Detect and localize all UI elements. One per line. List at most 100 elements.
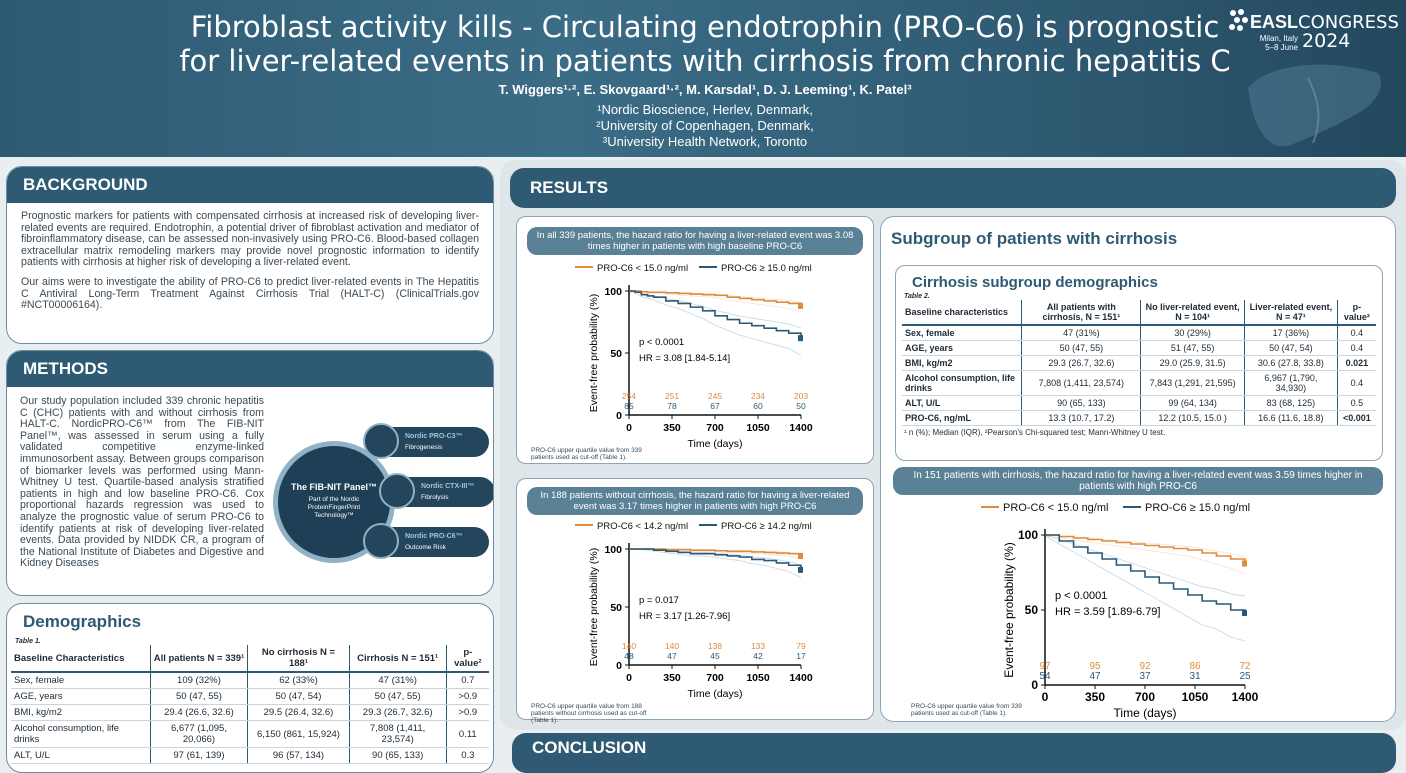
risk-count-high: 45 [710,651,720,661]
risk-count-low: 140 [622,641,636,651]
risk-count-high: 54 [1039,671,1051,682]
legend-label: PRO-C6 < 15.0 ng/ml [1003,502,1108,514]
legend-label: PRO-C6 < 14.2 ng/ml [597,521,688,532]
x-tick-label: 1050 [746,422,770,434]
table-cell: 0.4 [1336,325,1376,341]
table-header-cell: p-value² [1336,300,1376,326]
table-header-cell: All patients with cirrhosis, N = 151¹ [1021,300,1141,326]
km-all-card: In all 339 patients, the hazard ratio fo… [516,216,874,464]
fibrolysis-icon [379,473,415,509]
table-cell: 30 (29%) [1140,325,1245,341]
x-tick-label: 350 [663,422,681,434]
table-cell: 30.6 (27.8, 33.8) [1243,355,1338,371]
y-tick-label: 100 [1018,528,1038,542]
risk-count-low: 95 [1089,661,1101,672]
demographics-panel: Demographics Table 1. Baseline Character… [6,603,494,773]
km-nocirr-banner: In 188 patients without cirrhosis, the h… [527,487,863,515]
x-tick-label: 1050 [1182,690,1209,704]
km-cirr-note: PRO-C6 upper quartile value from 339 pat… [911,703,1022,717]
y-axis-label: Event-free probability (%) [588,294,600,412]
risk-count-high: 50 [796,401,806,411]
background-p2: Our aims were to investigate the ability… [21,275,479,312]
table1-label: Table 1. [15,638,41,645]
risk-count-high: 48 [624,651,634,661]
table-row: ALT, U/L 90 (65, 133) 99 (64, 134) 83 (68, … [902,395,1376,411]
table-cell: >0.9 [445,688,489,705]
table-cell: 50 (47, 55) [348,688,447,705]
risk-count-high: 47 [1089,671,1101,682]
table-cell: Sex, female [902,325,1022,341]
title-line-1: Fibroblast activity kills - Circulating … [190,10,1220,44]
risk-count-low: 140 [665,641,679,651]
cirrhosis-demographics-heading: Cirrhosis subgroup demographics [912,274,1158,291]
y-tick-label: 0 [616,410,622,422]
km-cirr-banner: In 151 patients with cirrhosis, the haza… [893,467,1383,495]
table-header-cell: Liver-related event, N = 47¹ [1243,300,1338,326]
demographics-table: Baseline Characteristics All patients N =… [11,645,489,764]
background-panel: BACKGROUND Prognostic markers for patien… [6,166,494,344]
table-row: Sex, female 109 (32%) 62 (33%) 47 (31%) 0.7 [11,672,489,689]
table-cell: 6,677 (1,095, 20,066) [149,720,248,748]
logo-year: 2024 [1302,30,1351,52]
table-cell: ALT, U/L [11,747,151,764]
risk-count-low: 245 [708,391,722,401]
risk-count-high: 67 [710,401,720,411]
km-nocirr-note: PRO-C6 upper quartile value from 188 pat… [531,703,647,724]
table-cell: <0.001 [1336,410,1376,426]
p-value: p < 0.0001 [639,337,684,348]
easl-dots-icon [1229,9,1248,31]
p-value: p < 0.0001 [1055,590,1107,602]
survival-line [629,548,802,570]
x-tick-label: 0 [626,422,632,434]
risk-count-low: 92 [1139,661,1151,672]
methods-panel: METHODS Our study population included 33… [6,350,494,596]
table-row: BMI, kg/m2 29.3 (26.7, 32.6) 29.0 (25.9, 3… [902,355,1376,371]
x-axis-label: Time (days) [1114,706,1177,720]
table-cell: 7,843 (1,291, 21,595) [1140,370,1245,396]
table-cell: 16.6 (11.6, 18.8) [1243,410,1338,426]
table-row: PRO-C6, ng/mL 13.3 (10.7, 17.2) 12.2 (10.5… [902,410,1376,426]
survival-line [629,290,802,306]
table-cell: PRO-C6, ng/mL [902,410,1022,426]
risk-count-low: 97 [1039,661,1051,672]
affiliation-2: ²University of Copenhagen, Denmark, [596,118,814,133]
table-cell: 109 (32%) [149,672,248,689]
authors: T. Wiggers¹·², E. Skovgaard¹·², M. Karsd… [498,82,912,97]
table-cell: 47 (31%) [1021,325,1141,341]
ci-upper-line [1044,534,1246,597]
table-cell: 6,967 (1,790, 34,930) [1243,370,1338,396]
km-all-chart: PRO-C6 < 15.0 ng/ml PRO-C6 ≥ 15.0 ng/ml 0 5… [575,263,813,450]
y-tick-label: 50 [1025,603,1039,617]
x-tick-label: 0 [1042,690,1049,704]
table-cell: Sex, female [11,672,151,689]
risk-count-low: 138 [708,641,722,651]
table-cell: 29.5 (26.4, 32.6) [247,704,350,721]
table-cell: 0.5 [1336,395,1376,411]
risk-count-high: 47 [667,651,677,661]
x-tick-label: 0 [626,672,632,684]
x-tick-label: 1400 [789,422,813,434]
table-row: Sex, female 47 (31%) 30 (29%) 17 (36%) 0.4 [902,325,1376,341]
survival-line [1045,534,1246,564]
x-tick-label: 700 [706,672,724,684]
methods-text: Our study population included 339 chroni… [20,395,264,570]
risk-count-low: 86 [1189,661,1201,672]
risk-count-low: 79 [796,641,806,651]
table-cell: 50 (47, 55) [149,688,248,705]
table-cell: 99 (64, 134) [1140,395,1245,411]
fib-nit-title: The FIB-NIT Panel™ [290,482,377,492]
table-cell: 0.11 [445,720,489,748]
y-axis-label: Event-free probability (%) [588,548,600,666]
censor-mark [798,566,803,573]
ci-lower-line [1044,535,1246,642]
table-cell: 6,150 (861, 15,924) [247,720,350,748]
y-tick-label: 100 [604,286,622,298]
y-tick-label: 100 [604,544,622,556]
ci-lower-line [1044,535,1246,575]
background-p1: Prognostic markers for patients with com… [21,210,479,269]
subgroup-card: Subgroup of patients with cirrhosis Cirr… [880,216,1396,722]
km-all-note: PRO-C6 upper quartile value from 339 pat… [531,447,642,461]
hazard-ratio: HR = 3.17 [1.26-7.96] [639,611,730,622]
table-header-cell: p-value² [445,645,489,673]
table-cell: 29.3 (26.7, 32.6) [1021,355,1141,371]
